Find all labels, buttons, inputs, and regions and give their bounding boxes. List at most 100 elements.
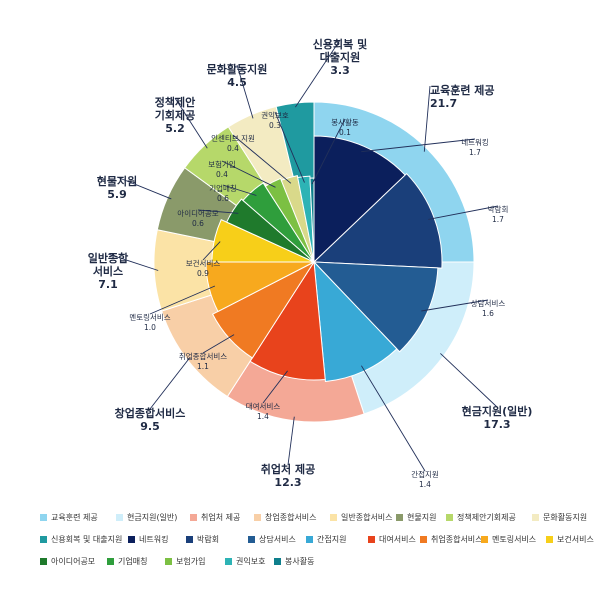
legend-swatch (254, 514, 261, 521)
legend-item: 정책제안기회제공 (446, 512, 516, 522)
inner-leader-5 (262, 370, 288, 404)
legend-label: 취업종합서비스 (431, 535, 483, 544)
inner-label-name: 취업종합서비스 (179, 352, 227, 361)
inner-label-value: 1.6 (482, 309, 494, 318)
legend-item: 상담서비스 (248, 534, 296, 544)
inner-label-name: 기업매칭 (209, 184, 237, 193)
legend-label: 창업종합서비스 (265, 513, 317, 522)
outer-label-name: 현물지원 (97, 174, 137, 188)
inner-label-name: 상담서비스 (471, 298, 506, 308)
legend-label: 박람회 (197, 534, 219, 544)
legend-swatch (396, 514, 403, 521)
legend-swatch (420, 536, 427, 543)
legend-item: 멘토링서비스 (481, 534, 536, 544)
legend-swatch (446, 514, 453, 521)
outer-label-value: 7.1 (98, 278, 118, 291)
legend-item: 봉사활동 (274, 556, 314, 566)
outer-label-name: 취업처 제공 (261, 462, 315, 476)
inner-slice-13 (297, 175, 315, 263)
legend-item: 교육훈련 제공 (40, 512, 98, 522)
inner-label-name: 보험가입 (208, 160, 236, 169)
outer-label-name: 일반종합 (88, 251, 128, 265)
outer-label-name: 문화활동지원 (207, 62, 268, 76)
leader-lines (107, 39, 499, 472)
inner-leader-13 (274, 111, 305, 183)
outer-leader-8 (236, 64, 254, 119)
inner-label-name: 봉사활동 (331, 117, 359, 127)
legend-label: 현금지원(일반) (127, 513, 177, 522)
outer-leader-9 (295, 39, 341, 108)
inner-slice-1 (313, 135, 406, 264)
inner-slice-14 (309, 177, 315, 263)
inner-leader-7 (149, 285, 216, 315)
legend-swatch (306, 536, 313, 543)
legend-label: 문화활동지원 (543, 512, 587, 522)
legend-label: 보건서비스 (557, 534, 594, 544)
inner-leader-2 (428, 205, 499, 220)
legend-label: 정책제안기회제공 (457, 512, 516, 522)
inner-ring (205, 135, 443, 383)
legend-item: 네트워킹 (128, 534, 168, 544)
inner-label-12: 인센티브 지원0.4 (211, 133, 255, 153)
inner-leader-3 (421, 299, 489, 312)
inner-leader-4 (361, 365, 426, 472)
inner-leader-6 (202, 334, 235, 354)
inner-leader-8 (202, 241, 221, 261)
legend: 교육훈련 제공 현금지원(일반) 취업처 제공 창업종합서비스 일반종합서비스 현물지원 정… (40, 512, 594, 566)
outer-leader-2 (440, 353, 498, 408)
legend-swatch (40, 536, 47, 543)
outer-leader-3 (287, 416, 295, 466)
legend-swatch (128, 536, 135, 543)
inner-leader-11 (221, 160, 276, 188)
outer-label-value: 12.3 (274, 476, 301, 489)
inner-leader-14 (311, 118, 346, 185)
legend-item: 기업매칭 (107, 557, 147, 566)
inner-label-value: 0.4 (216, 170, 228, 179)
inner-label-name: 아이디어공모 (177, 208, 218, 218)
legend-label: 교육훈련 제공 (51, 512, 98, 522)
legend-item: 권익보호 (225, 556, 265, 566)
inner-label-name: 네트워킹 (461, 137, 489, 147)
legend-label: 아이디어공모 (51, 556, 95, 566)
legend-label: 간접지원 (317, 534, 346, 544)
outer-leader-5 (107, 253, 159, 271)
inner-leader-10 (222, 184, 257, 196)
outer-label-name: 신용회복 및 (313, 37, 367, 51)
inner-leader-1 (361, 138, 476, 153)
outer-label-2: 현금지원(일반)17.3 (462, 404, 533, 431)
outer-label-value: 5.9 (107, 188, 127, 201)
inner-slice-4 (313, 260, 398, 383)
inner-label-value: 1.1 (197, 362, 209, 371)
legend-item: 박람회 (186, 534, 219, 544)
legend-swatch (186, 536, 193, 543)
legend-item: 보험가입 (165, 557, 205, 566)
inner-label-value: 1.7 (469, 148, 481, 157)
legend-swatch (330, 514, 337, 521)
inner-label-value: 0.6 (192, 219, 204, 228)
inner-label-value: 1.7 (492, 215, 504, 224)
legend-item: 아이디어공모 (40, 556, 95, 566)
legend-item: 취업처 제공 (190, 513, 240, 522)
inner-label-value: 0.9 (197, 269, 209, 278)
inner-label-name: 권익보호 (261, 110, 289, 120)
legend-item: 신용회복 및 대출지원 (40, 534, 122, 544)
legend-swatch (190, 514, 197, 521)
outer-label-value: 17.3 (483, 418, 510, 431)
legend-label: 권익보호 (236, 556, 265, 566)
inner-leader-9 (197, 209, 239, 214)
